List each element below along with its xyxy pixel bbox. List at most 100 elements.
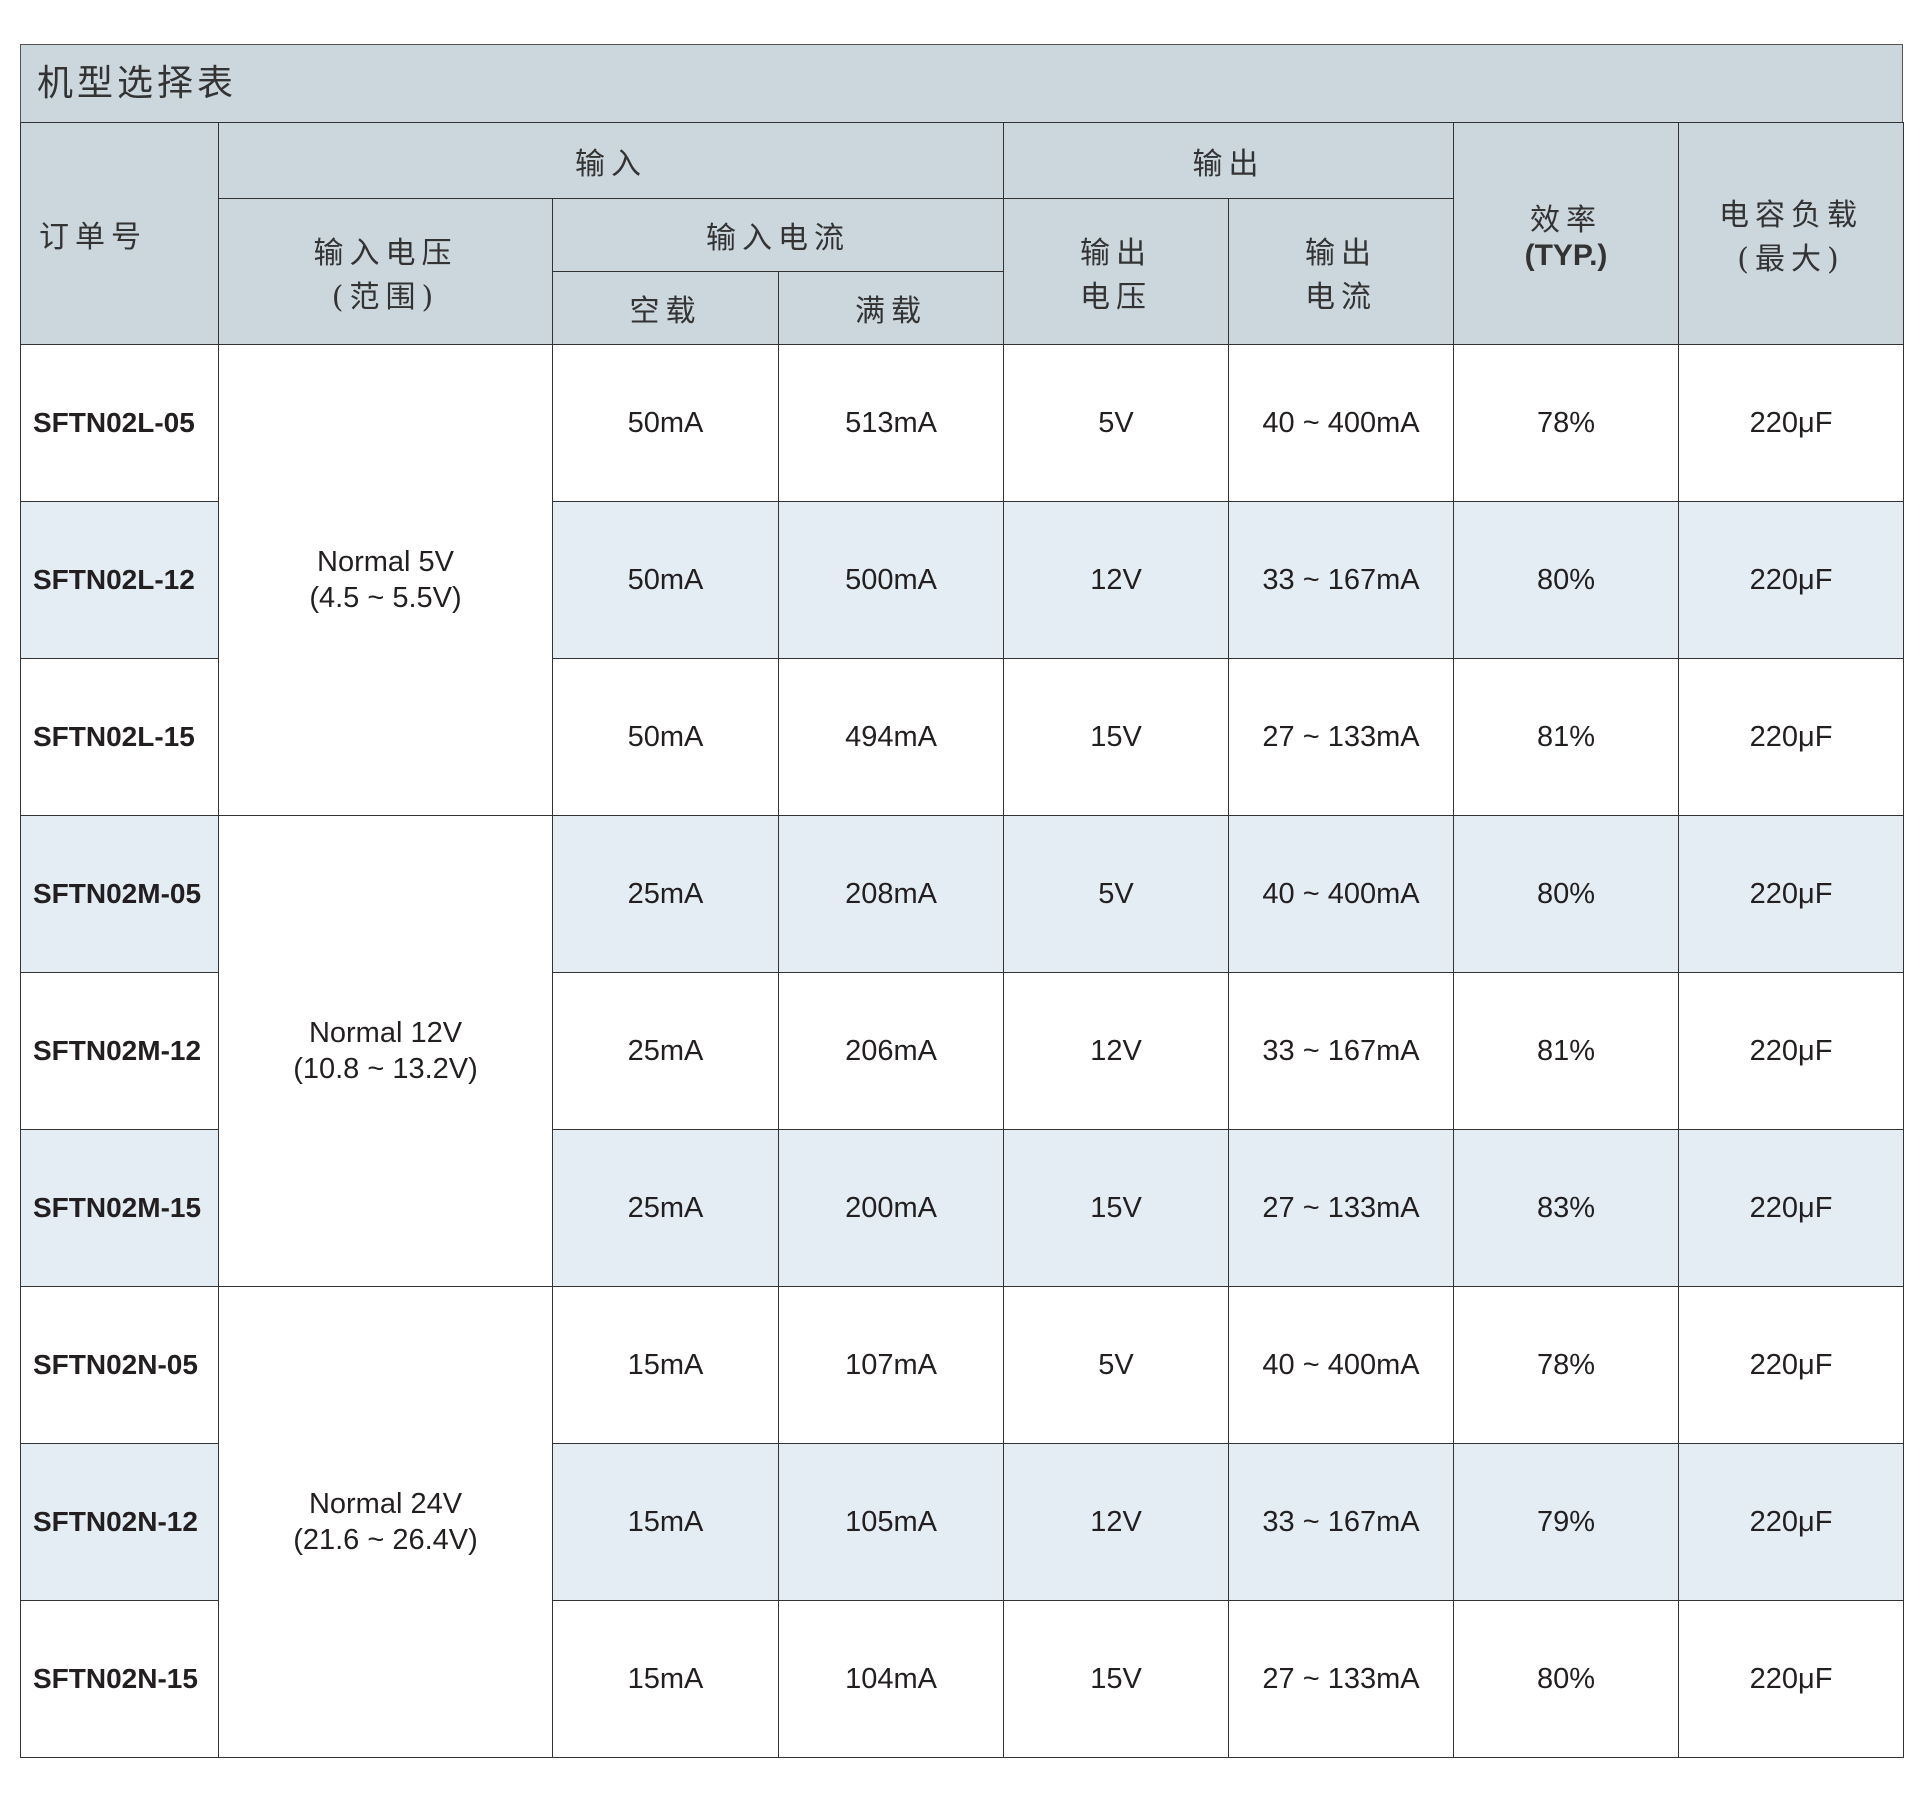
cell-no-load-current: 25mA [552,1129,779,1287]
table-row: SFTN02M-15 25mA 200mA 15V 27 ~ 133mA 83% 220μF [20,1129,1905,1287]
cell-cap-load: 220μF [1678,658,1905,816]
cell-cap-load: 220μF [1678,501,1905,659]
cell-input-voltage-range: Normal 24V (21.6 ~ 26.4V) [218,1286,553,1758]
cell-output-current: 33 ~ 167mA [1228,972,1455,1130]
table-row: SFTN02N-05 Normal 24V (21.6 ~ 26.4V) 15mA 10… [20,1286,1905,1758]
cell-model: SFTN02L-15 [20,658,219,816]
cell-no-load-current: 25mA [552,815,779,973]
header-output: 输出 [1003,122,1455,199]
header-input-voltage: 输入电压 (范围) [218,198,553,345]
input-voltage-range-line: (21.6 ~ 26.4V) [293,1524,478,1556]
input-voltage-range-line: (10.8 ~ 13.2V) [293,1053,478,1085]
header-output-voltage: 输出 电压 [1003,198,1230,345]
table-row: SFTN02L-12 50mA 500mA 12V 33 ~ 167mA 80% 220μF [20,501,1905,659]
cell-cap-load: 220μF [1678,1443,1905,1601]
cell-input-voltage-range: Normal 12V (10.8 ~ 13.2V) [218,815,553,1287]
cell-full-load-current: 104mA [777,1600,1005,1758]
cell-efficiency: 83% [1453,1129,1680,1287]
cell-cap-load: 220μF [1678,815,1905,973]
cell-model: SFTN02L-05 [20,344,219,502]
cell-output-current: 33 ~ 167mA [1228,501,1455,659]
cell-full-load-current: 107mA [777,1286,1005,1444]
table-row: SFTN02M-05 Normal 12V (10.8 ~ 13.2V) 25mA 20… [20,815,1905,1287]
header-input-voltage-sub: (范围) [331,279,440,315]
cell-output-voltage: 15V [1003,658,1230,816]
cell-efficiency: 80% [1453,815,1680,973]
cell-efficiency: 78% [1453,1286,1680,1444]
header-efficiency: 效率 (TYP.) [1453,122,1680,345]
cell-model: SFTN02M-12 [20,972,219,1130]
cell-output-current: 33 ~ 167mA [1228,1443,1455,1601]
cell-output-voltage: 5V [1003,344,1230,502]
header-output-voltage-l2: 电压 [1080,279,1153,315]
cell-no-load-current: 15mA [552,1443,779,1601]
input-voltage-range-line: Normal 12V [308,1017,463,1049]
cell-full-load-current: 200mA [777,1129,1005,1287]
model-selection-table-container: 机型选择表 订单号 输入 输出 效率 (TYP.) 电容负载 (最大) 输入电压 (范… [20,44,1905,1758]
cell-full-load-current: 105mA [777,1443,1005,1601]
input-voltage-range-line: Normal 24V [308,1488,463,1520]
cell-output-voltage: 15V [1003,1600,1230,1758]
table-row: SFTN02L-05 Normal 5V (4.5 ~ 5.5V) 50mA 513mA… [20,344,1905,816]
cell-full-load-current: 513mA [777,344,1005,502]
cell-input-voltage-range: Normal 5V (4.5 ~ 5.5V) [218,344,553,816]
cell-model: SFTN02N-12 [20,1443,219,1601]
table-body: SFTN02L-05 Normal 5V (4.5 ~ 5.5V) 50mA 513mA… [20,344,1905,1758]
cell-output-voltage: 12V [1003,972,1230,1130]
header-input-voltage-label: 输入电压 [313,235,458,271]
cell-no-load-current: 15mA [552,1600,779,1758]
cell-no-load-current: 50mA [552,501,779,659]
cell-output-voltage: 15V [1003,1129,1230,1287]
table-row: SFTN02L-15 50mA 494mA 15V 27 ~ 133mA 81% 220μF [20,658,1905,816]
cell-model: SFTN02L-12 [20,501,219,659]
table-title: 机型选择表 [20,44,1903,122]
header-order-no: 订单号 [20,122,219,345]
cell-model: SFTN02M-15 [20,1129,219,1287]
cell-output-current: 40 ~ 400mA [1228,1286,1455,1444]
cell-output-voltage: 12V [1003,1443,1230,1601]
header-efficiency-sub: (TYP.) [1524,238,1608,272]
cell-no-load-current: 15mA [552,1286,779,1444]
cell-cap-load: 220μF [1678,1286,1905,1444]
table-row: SFTN02M-12 25mA 206mA 12V 33 ~ 167mA 81% 220μF [20,972,1905,1130]
cell-efficiency: 80% [1453,501,1680,659]
cell-model: SFTN02N-05 [20,1286,219,1444]
cell-efficiency: 81% [1453,658,1680,816]
cell-efficiency: 78% [1453,344,1680,502]
cell-cap-load: 220μF [1678,1129,1905,1287]
cell-efficiency: 79% [1453,1443,1680,1601]
cell-full-load-current: 494mA [777,658,1005,816]
header-output-voltage-l1: 输出 [1080,235,1153,271]
cell-model: SFTN02M-05 [20,815,219,973]
table-row: SFTN02N-12 15mA 105mA 12V 33 ~ 167mA 79% 220μF [20,1443,1905,1601]
header-cap-load-label: 电容负载 [1719,197,1864,233]
header-output-current: 输出 电流 [1228,198,1455,345]
cell-output-voltage: 12V [1003,501,1230,659]
cell-efficiency: 80% [1453,1600,1680,1758]
input-voltage-range-line: (4.5 ~ 5.5V) [309,582,462,614]
header-cap-load-sub: (最大) [1737,241,1845,277]
table-row: SFTN02N-15 15mA 104mA 15V 27 ~ 133mA 80% 220μF [20,1600,1905,1758]
input-voltage-range-line: Normal 5V [317,546,454,578]
header-efficiency-label: 效率 [1530,202,1603,238]
cell-output-voltage: 5V [1003,815,1230,973]
header-full-load: 满载 [777,271,1005,345]
header-input: 输入 [217,122,1005,199]
cell-no-load-current: 50mA [552,658,779,816]
header-output-current-l1: 输出 [1305,235,1378,271]
cell-output-current: 27 ~ 133mA [1228,658,1455,816]
model-selection-table: 订单号 输入 输出 效率 (TYP.) 电容负载 (最大) 输入电压 (范围) 输入电… [20,122,1905,1758]
header-output-current-l2: 电流 [1305,279,1378,315]
cell-output-current: 27 ~ 133mA [1228,1600,1455,1758]
cell-cap-load: 220μF [1678,1600,1905,1758]
cell-output-current: 40 ~ 400mA [1228,344,1455,502]
cell-cap-load: 220μF [1678,972,1905,1130]
cell-full-load-current: 206mA [777,972,1005,1130]
cell-efficiency: 81% [1453,972,1680,1130]
header-no-load: 空载 [552,271,779,345]
cell-output-voltage: 5V [1003,1286,1230,1444]
cell-cap-load: 220μF [1678,344,1905,502]
cell-output-current: 27 ~ 133mA [1228,1129,1455,1287]
cell-full-load-current: 500mA [777,501,1005,659]
header-input-current: 输入电流 [551,198,1005,272]
